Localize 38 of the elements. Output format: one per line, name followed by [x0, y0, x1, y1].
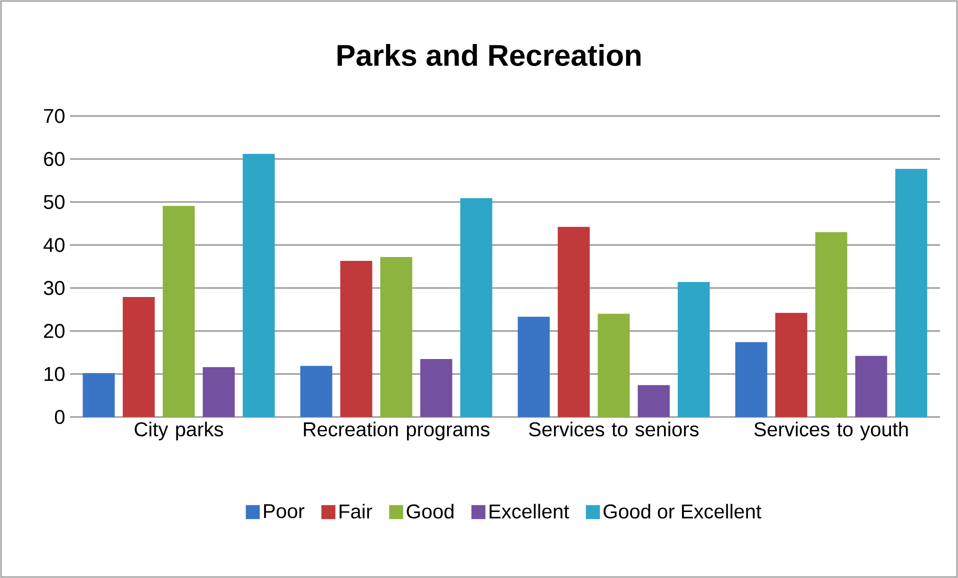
- bar: [420, 358, 452, 417]
- bar: [82, 373, 115, 417]
- y-tick-label: 70: [44, 108, 65, 124]
- bar: [122, 297, 155, 417]
- bar: [300, 366, 332, 417]
- bar: [855, 356, 888, 417]
- x-tick-label: Services to youth: [754, 422, 908, 440]
- bar: [735, 342, 768, 417]
- bar: [815, 232, 848, 417]
- y-tick-label: 0: [54, 410, 65, 424]
- bar: [558, 226, 590, 417]
- y-tick-label: 30: [44, 280, 65, 296]
- y-tick-label: 40: [44, 238, 65, 252]
- y-tick-label: 10: [44, 366, 65, 382]
- legend-label: Excellent: [490, 504, 570, 519]
- legend-label: Good or Excellent: [604, 504, 762, 519]
- bar: [775, 312, 808, 417]
- y-tick-label: 60: [44, 152, 65, 166]
- chart-title: Parks and Recreation: [338, 44, 640, 66]
- legend-label: Good: [406, 504, 454, 519]
- bar: [380, 257, 412, 417]
- bar: [895, 168, 928, 417]
- y-tick-label: 20: [44, 324, 65, 338]
- bar: [202, 367, 235, 417]
- bar: [638, 385, 670, 417]
- x-tick-label: Services to seniors: [529, 422, 699, 436]
- x-tick-label: Recreation programs: [304, 422, 490, 440]
- x-tick-label: City parks: [134, 422, 224, 440]
- bar: [242, 154, 275, 417]
- legend-label: Poor: [264, 504, 304, 518]
- bar: [162, 206, 195, 417]
- y-tick-label: 50: [44, 194, 65, 210]
- bar: [460, 198, 492, 417]
- bar: [340, 260, 372, 417]
- legend-label: Fair: [340, 504, 372, 519]
- bar: [678, 282, 710, 417]
- bar: [598, 314, 630, 417]
- bar: [518, 316, 550, 417]
